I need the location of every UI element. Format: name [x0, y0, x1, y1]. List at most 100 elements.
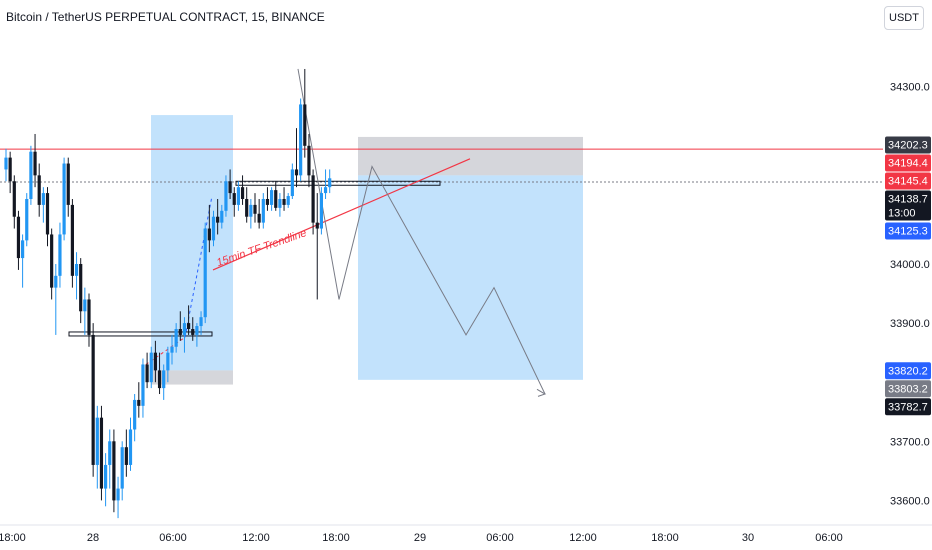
x-tick-label: 12:00: [242, 532, 270, 544]
candle-body: [162, 370, 166, 389]
price-axis-bg: [883, 0, 932, 525]
price-tag-label: 34138.7: [888, 193, 928, 205]
price-tag: [885, 362, 931, 380]
time-axis-bg: [0, 525, 932, 550]
candle-body: [33, 151, 37, 176]
candle-body: [307, 145, 311, 176]
candle-body: [37, 175, 41, 205]
candle-body: [232, 193, 236, 205]
x-tick-label: 30: [742, 532, 754, 544]
candle-body: [137, 399, 141, 406]
candle-body: [303, 104, 307, 146]
x-tick-label: 06:00: [815, 532, 843, 544]
candle-body: [79, 264, 83, 312]
candle-body: [249, 204, 253, 217]
price-tag-countdown: 13:00: [888, 207, 916, 219]
candle-body: [145, 364, 149, 383]
candle-body: [157, 370, 162, 389]
candle-body: [195, 326, 199, 335]
candle-body: [170, 346, 174, 353]
x-tick-label: 18:00: [322, 532, 350, 544]
candle-body: [45, 193, 50, 235]
x-tick-label: 06:00: [486, 532, 514, 544]
candle-body: [58, 234, 62, 276]
candle-body: [116, 488, 120, 501]
projection-path: [297, 68, 546, 395]
trade-zone-short-stop: [358, 136, 583, 176]
price-tag-label: 33803.2: [888, 383, 928, 395]
y-tick-label: 34000.0: [890, 259, 930, 271]
price-tag-label: 33782.7: [888, 401, 928, 413]
candle-body: [224, 181, 228, 211]
candle-body: [236, 187, 240, 205]
candle-body: [54, 275, 58, 288]
candle-body: [253, 204, 257, 214]
candle-body: [174, 329, 178, 347]
price-tag-label: 34202.3: [888, 139, 928, 151]
candle-body: [311, 175, 315, 223]
x-tick-label: 28: [87, 532, 99, 544]
candle-body: [133, 399, 137, 430]
price-tag: [885, 380, 931, 398]
trade-zone-short-target: [358, 175, 583, 380]
candle-body: [153, 352, 157, 371]
candle-body: [25, 198, 29, 241]
price-tag-label: 34194.4: [888, 157, 928, 169]
currency-button[interactable]: USDT: [884, 6, 924, 30]
candle-body: [83, 299, 87, 312]
trendline: [212, 158, 471, 271]
candle-body: [278, 198, 282, 208]
projection-arrowhead: [536, 388, 547, 397]
candle-body: [182, 323, 187, 335]
candle-body: [286, 196, 290, 205]
candle-body: [294, 169, 299, 176]
candle-body: [220, 210, 224, 223]
candle-body: [323, 187, 328, 194]
candle-body: [199, 317, 203, 327]
candle-body: [299, 104, 303, 176]
candle-body: [95, 417, 99, 465]
chart-title: Bitcoin / TetherUS PERPETUAL CONTRACT, 1…: [6, 10, 325, 24]
candle-body: [74, 264, 79, 276]
trade-zone-long-stop: [151, 370, 233, 385]
candle-body: [99, 417, 104, 489]
candle-body: [120, 447, 124, 489]
candle-body: [211, 216, 216, 241]
candle-body: [315, 222, 319, 229]
candle-body: [319, 193, 323, 229]
y-tick-label: 34300.0: [890, 82, 930, 94]
candle-body: [87, 299, 91, 335]
candle-body: [12, 181, 16, 217]
x-tick-label: 12:00: [569, 532, 597, 544]
price-tag-label: 33820.2: [888, 365, 928, 377]
y-tick-label: 33700.0: [890, 436, 930, 448]
y-tick-label: 33600.0: [890, 495, 930, 507]
support-box: [68, 331, 213, 337]
candle-body: [4, 157, 8, 170]
price-tag: [885, 172, 931, 190]
candle-body: [104, 464, 108, 489]
candle-body: [261, 198, 265, 223]
price-tag: [885, 154, 931, 172]
candle-body: [207, 228, 211, 241]
candle-body: [29, 151, 33, 199]
trade-zone-long-target: [151, 115, 233, 371]
candle-body: [41, 193, 45, 205]
candle-body: [16, 216, 21, 259]
candle-body: [141, 364, 145, 406]
candle-body: [216, 216, 220, 223]
candle-body: [187, 323, 191, 330]
candle-body: [240, 187, 245, 199]
y-tick-label: 33900.0: [890, 318, 930, 330]
candle-body: [265, 198, 270, 205]
x-tick-label: 06:00: [159, 532, 187, 544]
x-tick-label: 29: [414, 532, 426, 544]
candle-body: [166, 352, 170, 371]
candle-body: [274, 190, 278, 208]
price-tag: [885, 398, 931, 416]
candle-body: [228, 181, 232, 194]
price-tag: [885, 136, 931, 154]
candle-body: [91, 334, 95, 465]
